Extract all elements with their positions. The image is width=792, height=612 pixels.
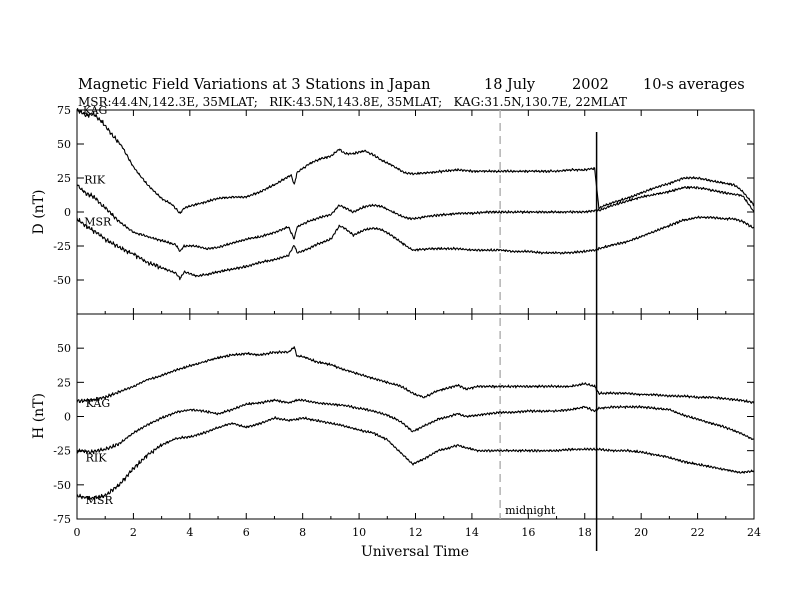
x-tick-label: 16 — [521, 526, 535, 539]
chart-date: 18 July — [484, 77, 536, 93]
panel-frame-h — [76, 313, 755, 520]
x-tick-label: 14 — [465, 526, 479, 539]
y-tick-label: 0 — [64, 411, 71, 424]
y-tick-label: -75 — [53, 513, 71, 526]
x-tick-label: 24 — [747, 526, 761, 539]
x-tick-label: 10 — [352, 526, 366, 539]
station-label-kag: KAG — [83, 104, 108, 117]
d-axis-label: D (nT) — [31, 190, 47, 235]
h-axis-label: H (nT) — [31, 393, 47, 439]
y-tick-label: 50 — [57, 138, 71, 151]
midnight-label: midnight — [505, 504, 556, 517]
y-tick-label: 25 — [57, 376, 71, 389]
trace-h-msr — [76, 416, 755, 501]
y-tick-label: -25 — [53, 445, 71, 458]
chart-averaging: 10-s averages — [643, 77, 745, 93]
trace-d-msr — [76, 215, 755, 281]
y-tick-label: 25 — [57, 172, 71, 185]
station-label-kag: KAG — [86, 397, 111, 410]
trace-d-rik — [76, 184, 755, 252]
y-tick-label: 75 — [57, 104, 71, 117]
y-tick-label: 0 — [64, 206, 71, 219]
panel-d: 75 50 25 0 -25 -50 KAG RIK MSR — [53, 104, 755, 315]
station-label-rik: RIK — [86, 452, 108, 465]
chart-title: Magnetic Field Variations at 3 Stations … — [78, 77, 431, 93]
x-tick-label: 18 — [578, 526, 592, 539]
station-label-rik: RIK — [84, 173, 106, 186]
y-tick-label: -25 — [53, 240, 71, 253]
x-tick-label: 20 — [634, 526, 648, 539]
station-label-msr: MSR — [84, 216, 112, 229]
y-tick-label: 50 — [57, 342, 71, 355]
station-label-msr: MSR — [86, 494, 114, 507]
x-tick-label: 4 — [186, 526, 193, 539]
y-tick-label: -50 — [53, 479, 71, 492]
x-axis-label: Universal Time — [361, 544, 469, 560]
x-tick-label: 0 — [74, 526, 81, 539]
trace-h-kag — [76, 346, 755, 404]
trace-d-kag — [76, 108, 755, 214]
station-coordinates: MSR:44.4N,142.3E, 35MLAT; RIK:43.5N,143.… — [78, 95, 627, 109]
trace-h-rik — [76, 398, 755, 455]
y-tick-label: -50 — [53, 274, 71, 287]
x-tick-label: 22 — [691, 526, 705, 539]
x-tick-label: 6 — [243, 526, 250, 539]
x-tick-label: 2 — [130, 526, 137, 539]
x-tick-label: 8 — [299, 526, 306, 539]
x-tick-label: 12 — [409, 526, 423, 539]
chart-year: 2002 — [572, 77, 609, 93]
